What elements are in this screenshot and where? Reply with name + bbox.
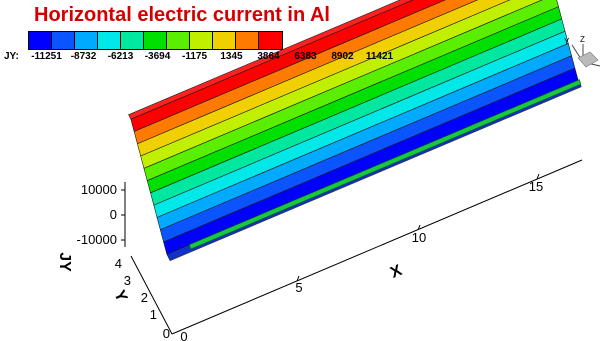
legend-tick-label: 11421 xyxy=(365,51,394,62)
surface-band xyxy=(133,0,479,145)
x-tick-mark xyxy=(536,173,540,180)
surface-plateau xyxy=(128,0,414,120)
orientation-triad: Y Z xyxy=(564,35,601,68)
x-tick-label: 5 xyxy=(295,280,302,295)
y-tick-label: 0 xyxy=(163,326,170,341)
legend-swatch xyxy=(29,32,52,49)
legend-swatch xyxy=(213,32,236,49)
z-tick-label: -10000 xyxy=(77,232,117,247)
legend-tick-label: -3694 xyxy=(144,51,171,62)
color-legend xyxy=(28,31,283,50)
legend-swatch xyxy=(52,32,75,49)
y-tick-label: 1 xyxy=(150,307,157,322)
y-axis-line xyxy=(130,255,173,335)
surface-band xyxy=(143,0,559,181)
triad-label: Z xyxy=(580,35,585,44)
y-tick-label: 4 xyxy=(115,256,122,271)
legend-tick-label: -8732 xyxy=(70,51,97,62)
z-axis: 10000 0 -10000 xyxy=(77,182,126,247)
legend-swatch xyxy=(144,32,167,49)
legend-swatch xyxy=(75,32,98,49)
x-tick-label: 10 xyxy=(412,230,426,245)
z-tick-label: 0 xyxy=(110,207,117,222)
legend-swatch xyxy=(259,32,282,49)
x-axis-line xyxy=(171,159,583,335)
legend-swatch xyxy=(236,32,259,49)
legend-tick-label: 8902 xyxy=(331,51,354,62)
x-axis-label: X xyxy=(388,262,405,282)
y-tick-label: 3 xyxy=(124,273,131,288)
legend-tick-label: -6213 xyxy=(107,51,134,62)
x-axis: 0 5 10 15 xyxy=(171,159,583,341)
surface-band xyxy=(130,0,446,132)
triad-shade xyxy=(577,51,599,68)
surface-band xyxy=(140,0,543,169)
x-tick-mark xyxy=(417,224,421,231)
legend-tick-label: 1345 xyxy=(220,51,243,62)
legend-swatch xyxy=(121,32,144,49)
chart-title: Horizontal electric current in Al xyxy=(34,4,330,26)
triad-label: Y xyxy=(564,37,570,46)
legend-tick-label: 3864 xyxy=(257,51,280,62)
legend-swatch xyxy=(167,32,190,49)
y-axis: 4 3 2 1 0 xyxy=(115,255,173,341)
bottom-ribbon xyxy=(169,79,582,261)
x-tick-label: 15 xyxy=(529,179,543,194)
y-tick-label: 2 xyxy=(141,290,148,305)
legend-tick-label: -1175 xyxy=(181,51,208,62)
y-axis-label: Y xyxy=(110,288,130,305)
x-tick-label: 0 xyxy=(180,329,187,341)
z-axis-label: JY xyxy=(56,252,73,272)
surface-band xyxy=(137,0,511,157)
z-tick-label: 10000 xyxy=(81,182,117,197)
legend-tick-label: -11251 xyxy=(31,51,62,62)
surface-ribbon xyxy=(188,79,582,250)
legend-swatch xyxy=(98,32,121,49)
surface-front-edge xyxy=(169,86,582,261)
x-tick-mark xyxy=(296,275,300,282)
legend-swatch xyxy=(190,32,213,49)
legend-tick-row: -11251 -8732 -6213 -3694 -1175 1345 3864 6383 89… xyxy=(28,51,398,62)
legend-variable-label: JY: xyxy=(4,51,19,62)
legend-tick-label: 6383 xyxy=(294,51,317,62)
